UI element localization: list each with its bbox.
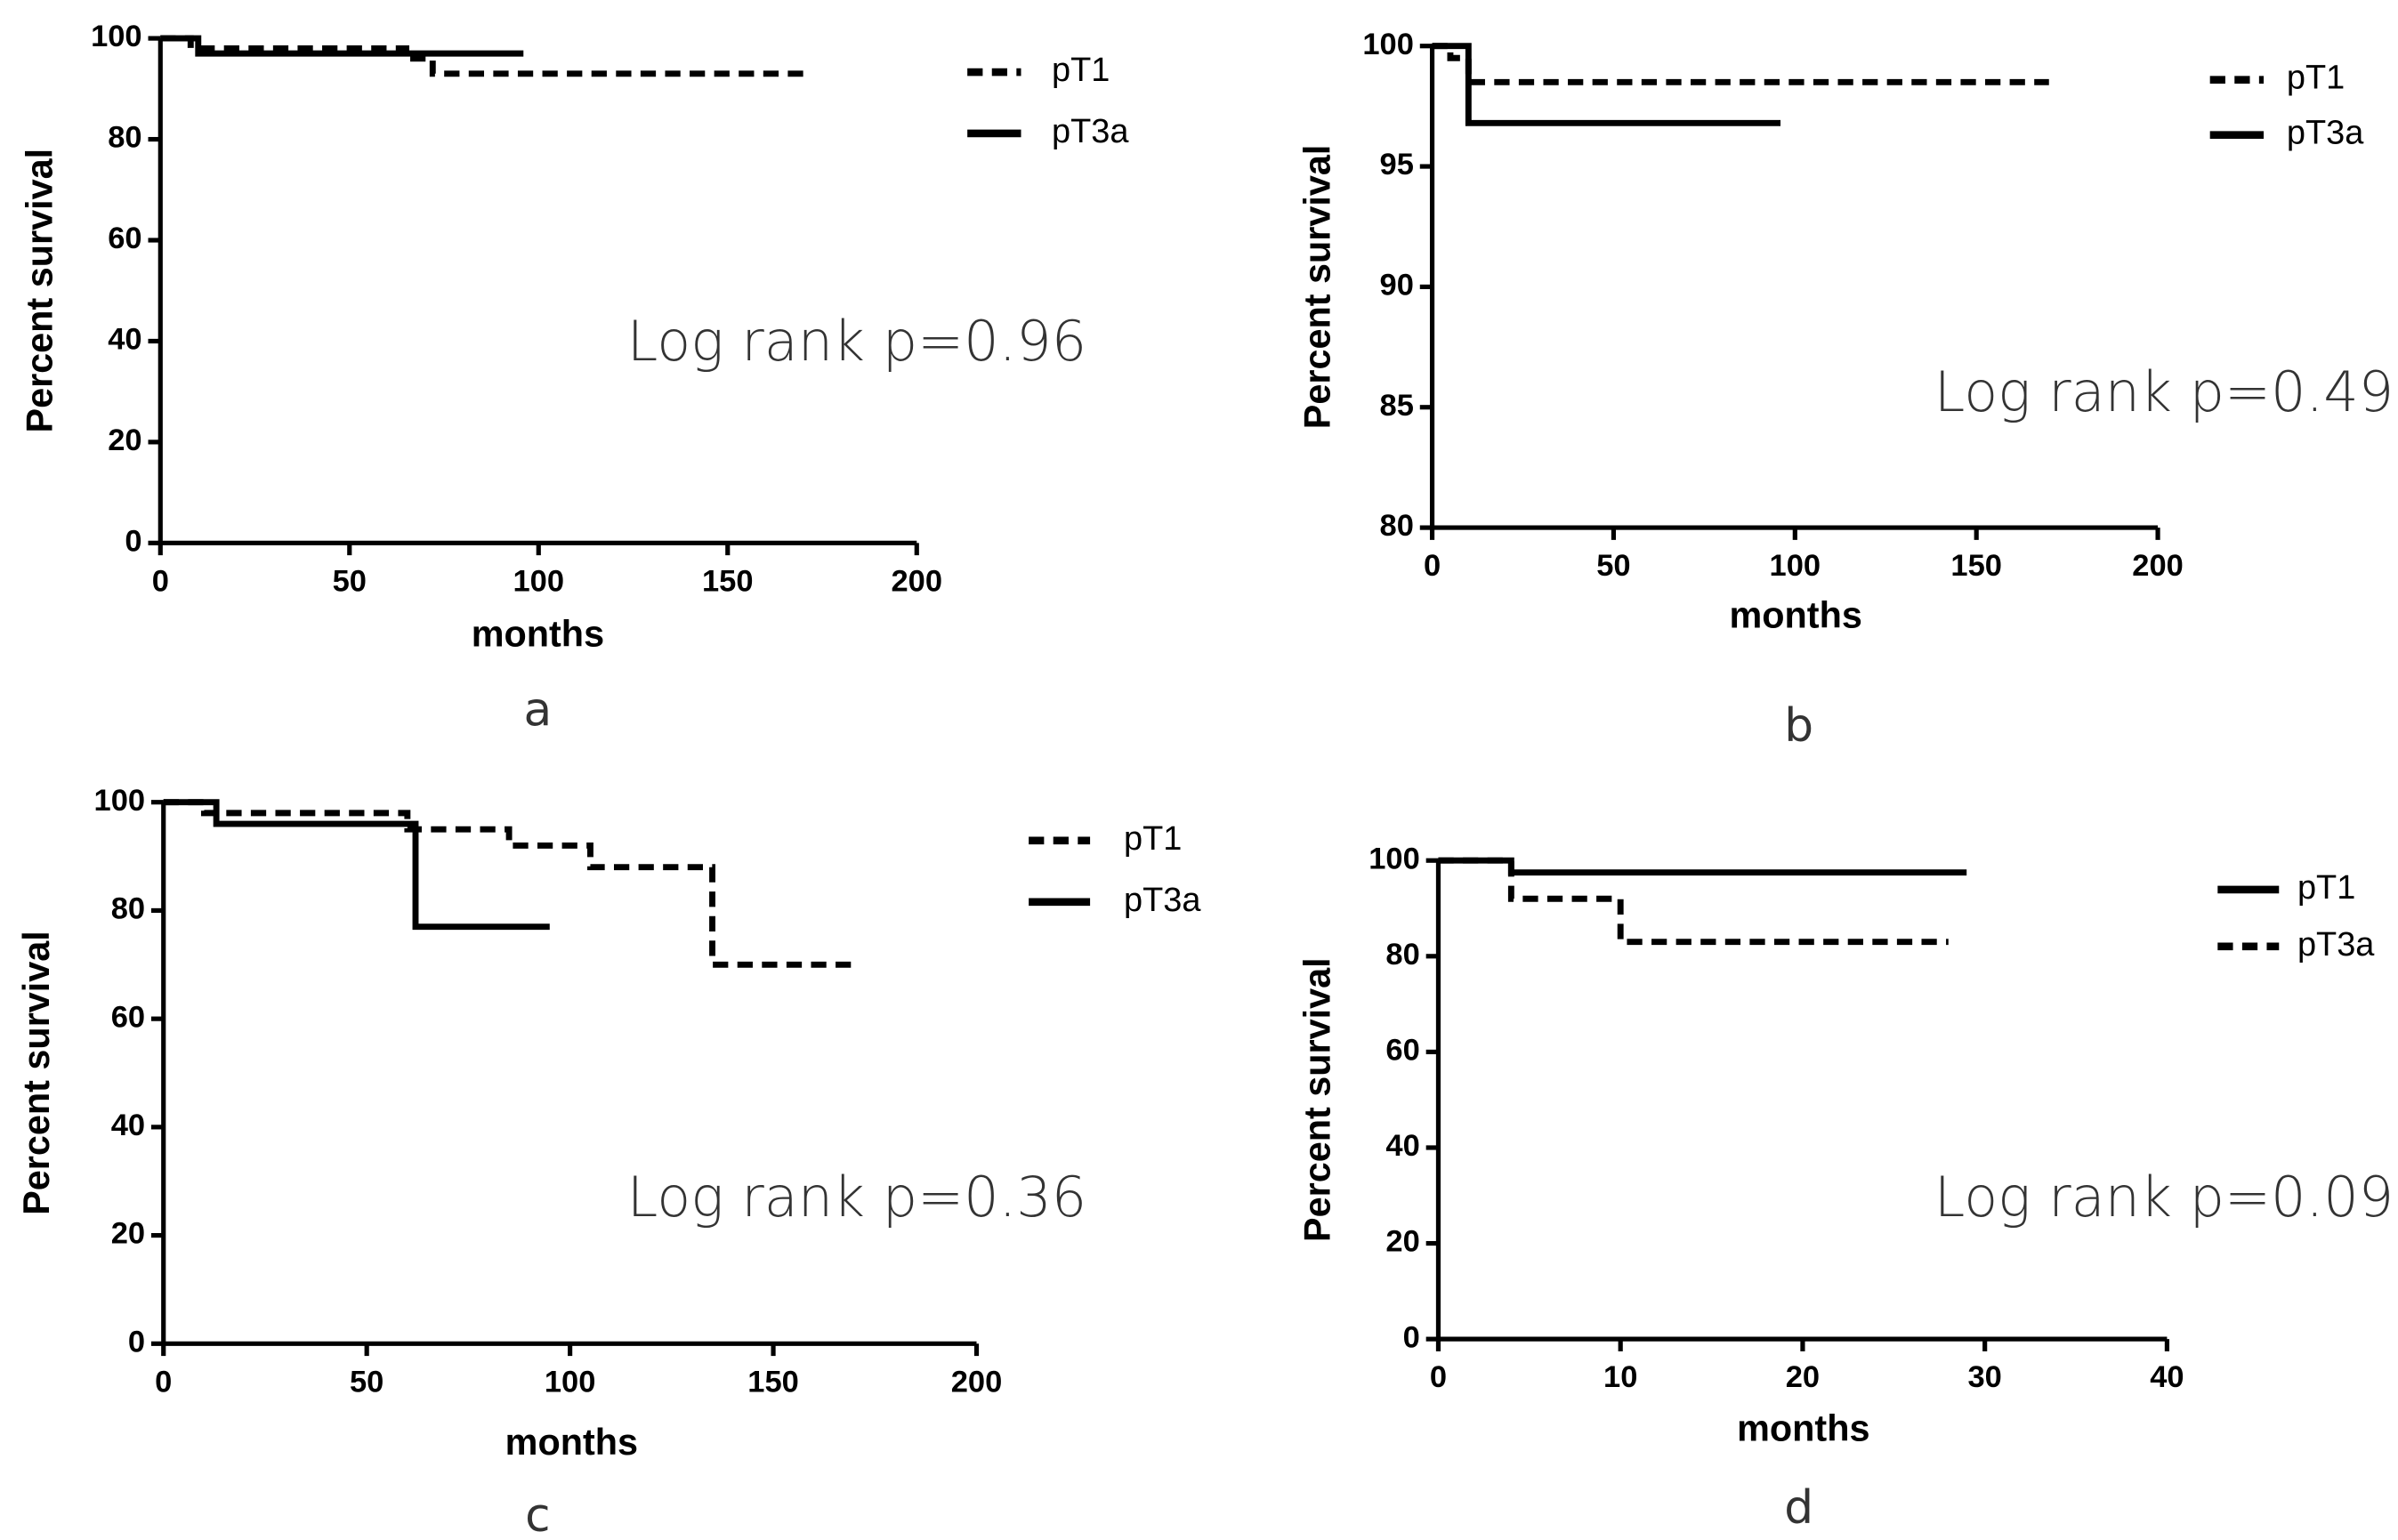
- y-tick-label: 80: [1385, 938, 1419, 972]
- y-tick-label: 40: [1385, 1129, 1419, 1163]
- annotation: Log rank p=0.96: [627, 309, 1086, 374]
- panel-label: c: [525, 1489, 550, 1540]
- y-tick-label: 100: [91, 20, 142, 53]
- x-tick-label: 200: [892, 564, 943, 598]
- survival-curve: [1438, 857, 1949, 946]
- x-tick-label: 0: [155, 1365, 172, 1399]
- y-tick-label: 20: [1385, 1225, 1419, 1259]
- legend-label: pT1: [2297, 869, 2355, 907]
- y-tick-label: 0: [128, 1325, 145, 1359]
- y-tick-label: 40: [111, 1109, 145, 1142]
- x-tick-label: 30: [1968, 1360, 2002, 1394]
- y-tick-label: 100: [94, 784, 146, 818]
- y-tick-label: 60: [1385, 1033, 1419, 1067]
- panel-label: a: [524, 684, 553, 738]
- panel-label: d: [1784, 1481, 1813, 1535]
- panel-label: b: [1784, 699, 1813, 753]
- x-tick-label: 10: [1603, 1360, 1637, 1394]
- y-axis-label: Percent survival: [16, 931, 57, 1215]
- x-tick-label: 100: [513, 564, 565, 598]
- x-tick-label: 50: [350, 1365, 384, 1399]
- legend-label: pT3a: [2287, 115, 2364, 152]
- x-tick-label: 150: [702, 564, 754, 598]
- y-axis-label: Percent survival: [1297, 957, 1338, 1242]
- survival-curve: [1432, 43, 1781, 126]
- x-tick-label: 0: [1430, 1360, 1447, 1394]
- x-tick-label: 50: [1596, 549, 1630, 583]
- x-axis-label: months: [1730, 595, 1862, 636]
- legend-label: pT3a: [1052, 113, 1129, 150]
- x-axis-label: months: [472, 613, 604, 654]
- x-tick-label: 40: [2150, 1360, 2184, 1394]
- legend-label: pT1: [1052, 52, 1110, 89]
- y-tick-label: 60: [111, 1000, 145, 1034]
- x-tick-label: 150: [747, 1365, 799, 1399]
- x-tick-label: 50: [333, 564, 367, 598]
- x-axis-label: months: [1737, 1408, 1869, 1449]
- y-tick-label: 20: [108, 423, 141, 457]
- survival-curve: [1432, 43, 2049, 85]
- y-tick-label: 80: [111, 892, 145, 926]
- y-tick-label: 85: [1380, 389, 1414, 423]
- x-tick-label: 200: [951, 1365, 1003, 1399]
- y-tick-label: 100: [1362, 28, 1414, 61]
- y-tick-label: 90: [1380, 269, 1414, 302]
- legend-label: pT3a: [1124, 882, 1201, 919]
- legend-label: pT1: [2287, 60, 2345, 97]
- x-axis-label: months: [505, 1422, 638, 1463]
- legend-label: pT1: [1124, 820, 1182, 858]
- survival-curve: [163, 799, 550, 931]
- y-axis-label: Percent survival: [1297, 145, 1338, 430]
- x-tick-label: 0: [152, 564, 169, 598]
- survival-curve: [160, 35, 524, 57]
- y-tick-label: 0: [1403, 1320, 1420, 1354]
- x-tick-label: 200: [2132, 549, 2184, 583]
- legend-label: pT3a: [2297, 926, 2375, 964]
- annotation: Log rank p=0.36: [627, 1165, 1086, 1230]
- x-tick-label: 20: [1786, 1360, 1820, 1394]
- y-tick-label: 80: [1380, 509, 1414, 543]
- x-tick-label: 100: [545, 1365, 596, 1399]
- y-axis-label: Percent survival: [19, 149, 60, 433]
- y-tick-label: 20: [111, 1217, 145, 1251]
- x-tick-label: 0: [1424, 549, 1441, 583]
- y-tick-label: 80: [108, 121, 141, 155]
- annotation: Log rank p=0.49: [1934, 359, 2394, 424]
- y-tick-label: 0: [125, 524, 141, 558]
- survival-curve: [163, 799, 855, 968]
- y-tick-label: 40: [108, 323, 141, 357]
- x-tick-label: 100: [1770, 549, 1821, 583]
- y-tick-label: 100: [1369, 842, 1420, 875]
- annotation: Log rank p=0.09: [1934, 1165, 2394, 1230]
- survival-curve: [1438, 857, 1967, 876]
- y-tick-label: 95: [1380, 148, 1414, 181]
- y-tick-label: 60: [108, 222, 141, 255]
- x-tick-label: 150: [1950, 549, 2002, 583]
